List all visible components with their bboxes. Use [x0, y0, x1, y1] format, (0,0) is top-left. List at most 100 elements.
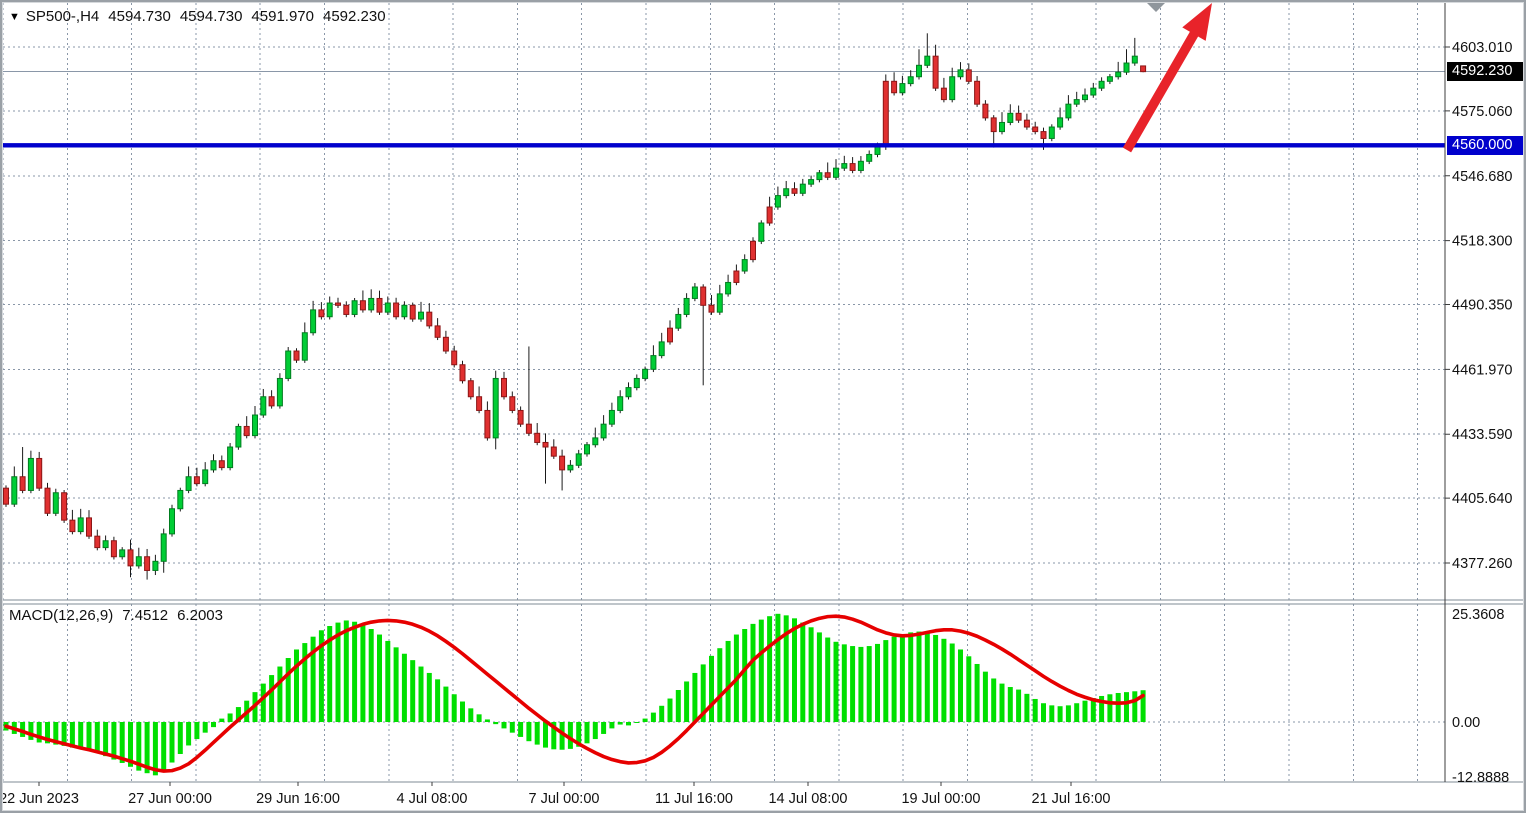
candle-body — [368, 297, 375, 311]
price-axis-label[interactable]: 4546.680 — [1452, 169, 1512, 185]
candle-body — [61, 492, 68, 521]
time-axis-label[interactable]: 19 Jul 00:00 — [901, 791, 980, 807]
ohlc-close: 4592.230 — [323, 8, 386, 25]
candle-body — [559, 455, 566, 471]
macd-bar — [202, 722, 208, 733]
candle-body — [957, 69, 964, 78]
candle-body — [658, 341, 665, 357]
candle-body — [849, 163, 856, 171]
macd-bar — [69, 722, 75, 748]
macd-bar — [717, 648, 723, 722]
macd-bar — [53, 722, 59, 745]
candle-body — [376, 297, 383, 313]
macd-bar — [626, 722, 631, 726]
macd-axis-label[interactable]: -12.8888 — [1452, 770, 1509, 786]
candle-body — [758, 222, 765, 242]
price-axis-label[interactable]: 4575.060 — [1452, 104, 1512, 120]
candle-body — [434, 325, 441, 338]
macd-bar — [808, 627, 814, 722]
candle-body — [160, 533, 167, 562]
candle-body — [965, 69, 972, 82]
time-axis-label[interactable]: 7 Jul 00:00 — [529, 791, 600, 807]
candle-body — [841, 163, 848, 169]
time-axis-label[interactable]: 11 Jul 16:00 — [655, 791, 733, 807]
candle-body — [542, 441, 549, 448]
time-axis-label[interactable]: 27 Jun 00:00 — [128, 791, 212, 807]
macd-axis-label[interactable]: 0.00 — [1452, 715, 1480, 731]
candle-body — [1015, 112, 1022, 121]
candle-body — [882, 80, 889, 146]
price-axis-label[interactable]: 4461.970 — [1452, 362, 1512, 378]
candle-body — [816, 172, 823, 181]
macd-bar — [675, 690, 681, 722]
candle-body — [1090, 87, 1097, 96]
candle-body — [550, 446, 557, 457]
ohlc-open: 4594.730 — [108, 8, 171, 25]
macd-value-main: 7.4512 — [122, 607, 169, 624]
time-axis-label[interactable]: 29 Jun 16:00 — [256, 791, 340, 807]
macd-bar — [152, 722, 158, 776]
candle-body — [633, 377, 640, 389]
macd-bar — [966, 656, 972, 722]
trend-arrow-head[interactable] — [1182, 3, 1212, 41]
price-axis-label[interactable]: 4518.300 — [1452, 234, 1512, 250]
macd-bar — [534, 722, 540, 745]
candle-body — [293, 350, 300, 361]
macd-bar — [468, 708, 474, 722]
candle-body — [1131, 55, 1138, 64]
candle-body — [501, 377, 507, 398]
time-axis-label[interactable]: 21 Jul 16:00 — [1031, 791, 1110, 807]
candle-body — [451, 350, 458, 366]
candle-body — [52, 492, 59, 514]
price-axis-label[interactable]: 4405.640 — [1452, 491, 1512, 507]
macd-bar — [800, 622, 806, 722]
macd-bar — [476, 714, 482, 722]
macd-bar — [958, 649, 963, 722]
candle-body — [824, 172, 831, 178]
price-axis-label[interactable]: 4433.590 — [1452, 427, 1512, 443]
candle-body — [202, 469, 209, 485]
time-axis-label[interactable]: 4 Jul 08:00 — [397, 791, 468, 807]
support-hline[interactable] — [3, 143, 1445, 148]
candle-body — [675, 313, 682, 329]
time-axis-label[interactable]: 14 Jul 08:00 — [768, 791, 847, 807]
macd-bar — [501, 722, 507, 729]
autoscroll-marker-icon[interactable] — [1147, 3, 1165, 12]
candle-body — [492, 377, 499, 439]
candle-body — [185, 476, 192, 491]
macd-bar — [443, 686, 449, 722]
macd-bar — [418, 666, 424, 722]
candle-body — [1082, 94, 1088, 101]
trend-arrow-shaft[interactable] — [1122, 17, 1207, 153]
macd-bar — [792, 618, 797, 722]
candle-body — [857, 160, 864, 171]
time-axis-label[interactable]: 22 Jun 2023 — [0, 791, 79, 807]
macd-bar — [1057, 706, 1063, 722]
macd-histogram-group — [3, 613, 1146, 776]
candle-body — [343, 304, 350, 315]
candle-body — [442, 336, 449, 352]
price-axis-label[interactable]: 4603.010 — [1452, 40, 1512, 56]
candle-body — [110, 540, 117, 558]
macd-bar — [601, 722, 607, 734]
candle-body — [177, 489, 184, 510]
macd-bar — [277, 666, 283, 722]
macd-bar — [924, 632, 930, 722]
candle-body — [1065, 103, 1072, 119]
macd-bar — [144, 722, 150, 774]
macd-bar — [949, 643, 955, 722]
macd-bar — [841, 644, 847, 722]
macd-bar — [435, 679, 441, 722]
macd-bar — [742, 628, 748, 722]
macd-axis-label[interactable]: 25.3608 — [1452, 607, 1504, 623]
chart-title: ▼ SP500-,H4 4594.730 4594.730 4591.970 4592.2… — [9, 8, 395, 25]
macd-bar — [1099, 695, 1105, 722]
price-axis-label[interactable]: 4490.350 — [1452, 298, 1512, 314]
candle-body — [1032, 126, 1039, 133]
candle-body — [1140, 65, 1147, 73]
candle-body — [11, 476, 18, 505]
price-axis-label[interactable]: 4377.260 — [1452, 556, 1512, 572]
macd-bar — [908, 632, 914, 722]
macd-bar — [45, 722, 50, 744]
